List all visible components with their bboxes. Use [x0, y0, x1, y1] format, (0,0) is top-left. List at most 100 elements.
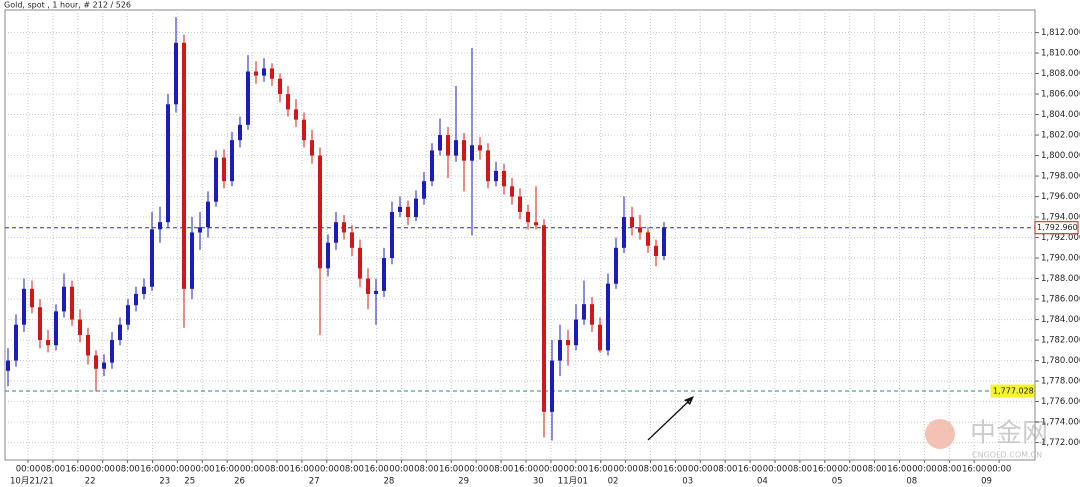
- arrow: [647, 399, 691, 441]
- x-date-label: 29: [458, 477, 469, 487]
- candle-body: [590, 304, 594, 325]
- candle-body: [430, 150, 434, 182]
- candle-body: [254, 71, 258, 76]
- candle-body: [334, 222, 338, 243]
- candle-body: [310, 140, 314, 156]
- y-tick-label: 1,802.000: [1041, 131, 1080, 141]
- y-tick-label: 1,804.000: [1041, 110, 1080, 120]
- x-tick-label: 16:00: [663, 465, 688, 475]
- candle-body: [566, 340, 570, 346]
- candle-body: [654, 245, 658, 257]
- y-tick-label: 1,794.000: [1041, 213, 1080, 223]
- x-tick-label: 08:00: [788, 465, 813, 475]
- y-tick-label: 1,812.000: [1041, 28, 1080, 38]
- price-label: 1,777.028: [993, 387, 1034, 396]
- candle-body: [294, 109, 298, 120]
- candle-body: [422, 181, 426, 199]
- candle-body: [510, 186, 514, 197]
- candle-body: [486, 150, 490, 182]
- candle-body: [638, 227, 642, 233]
- y-tick-label: 1,792.000: [1041, 233, 1080, 243]
- candle-body: [614, 247, 618, 284]
- price-label-box: [1034, 221, 1079, 235]
- x-tick-label: 08:00: [489, 465, 514, 475]
- candle-body: [494, 170, 498, 182]
- candle-body: [550, 360, 554, 412]
- x-tick-label: 16:00: [290, 465, 315, 475]
- candle-body: [390, 211, 394, 259]
- x-tick-label: 08:00: [115, 465, 140, 475]
- candle-body: [78, 319, 82, 335]
- x-tick-label: 16:00: [514, 465, 539, 475]
- candle-body: [134, 293, 138, 306]
- candle-body: [542, 225, 546, 412]
- x-tick-label: 08:00: [862, 465, 887, 475]
- x-tick-label: 00:00: [16, 465, 41, 475]
- candle-body: [182, 42, 186, 289]
- candle-body: [190, 232, 194, 289]
- candle-body: [558, 340, 562, 361]
- candle-body: [262, 68, 266, 76]
- candle-body: [206, 201, 210, 228]
- y-tick-label: 1,788.000: [1041, 274, 1080, 284]
- candle-body: [462, 140, 466, 161]
- candle-body: [198, 227, 202, 233]
- x-tick-label: 00:00: [912, 465, 937, 475]
- x-tick-label: 08:00: [937, 465, 962, 475]
- x-tick-label: 16:00: [140, 465, 165, 475]
- x-tick-label: 00:00: [389, 465, 414, 475]
- candle-body: [166, 104, 170, 223]
- x-tick-label: 00:00: [688, 465, 713, 475]
- x-tick-label: 16:00: [439, 465, 464, 475]
- candle-body: [382, 258, 386, 291]
- watermark-icon: [925, 419, 955, 449]
- candle-body: [238, 124, 242, 141]
- candle-body: [598, 324, 602, 351]
- candle-body: [534, 222, 538, 226]
- x-date-label: 05: [832, 477, 843, 487]
- y-tick-label: 1,796.000: [1041, 192, 1080, 202]
- candle-body: [342, 222, 346, 233]
- y-tick-label: 1,808.000: [1041, 69, 1080, 79]
- x-tick-label: 00:00: [763, 465, 788, 475]
- candle-body: [406, 206, 410, 218]
- x-tick-label: 00:00: [539, 465, 564, 475]
- candle-body: [518, 196, 522, 212]
- y-tick-label: 1,780.000: [1041, 356, 1080, 366]
- y-tick-label: 1,810.000: [1041, 49, 1080, 59]
- candle-body: [646, 232, 650, 246]
- candle-body: [470, 145, 474, 161]
- y-tick-label: 1,798.000: [1041, 172, 1080, 182]
- x-tick-label: 00:00: [190, 465, 215, 475]
- candle-body: [350, 232, 354, 248]
- x-tick-label: 00:00: [240, 465, 265, 475]
- x-date-label: 25: [184, 477, 195, 487]
- price-label-box: [990, 384, 1035, 398]
- y-tick-label: 1,782.000: [1041, 336, 1080, 346]
- y-tick-label: 1,776.000: [1041, 397, 1080, 407]
- candle-body: [214, 157, 218, 202]
- candle-body: [374, 290, 378, 294]
- x-date-label: 08: [906, 477, 917, 487]
- candle-body: [246, 71, 250, 125]
- candle-body: [30, 288, 34, 308]
- x-tick-label: 16:00: [66, 465, 91, 475]
- candle-body: [6, 360, 10, 371]
- x-tick-label: 16:00: [588, 465, 613, 475]
- candle-body: [174, 42, 178, 105]
- x-tick-label: 08:00: [713, 465, 738, 475]
- candle-body: [222, 157, 226, 182]
- candle-body: [606, 283, 610, 351]
- candle-body: [414, 198, 418, 218]
- x-date-label: 10月21/21: [10, 477, 54, 487]
- y-tick-label: 1,786.000: [1041, 295, 1080, 305]
- candle-body: [446, 135, 450, 156]
- x-date-label: 28: [384, 477, 395, 487]
- candle-body: [366, 278, 370, 294]
- x-date-label: 11月01: [558, 477, 588, 487]
- candle-body: [46, 340, 50, 346]
- candle-body: [54, 311, 58, 346]
- x-tick-label: 08:00: [265, 465, 290, 475]
- y-tick-label: 1,778.000: [1041, 377, 1080, 387]
